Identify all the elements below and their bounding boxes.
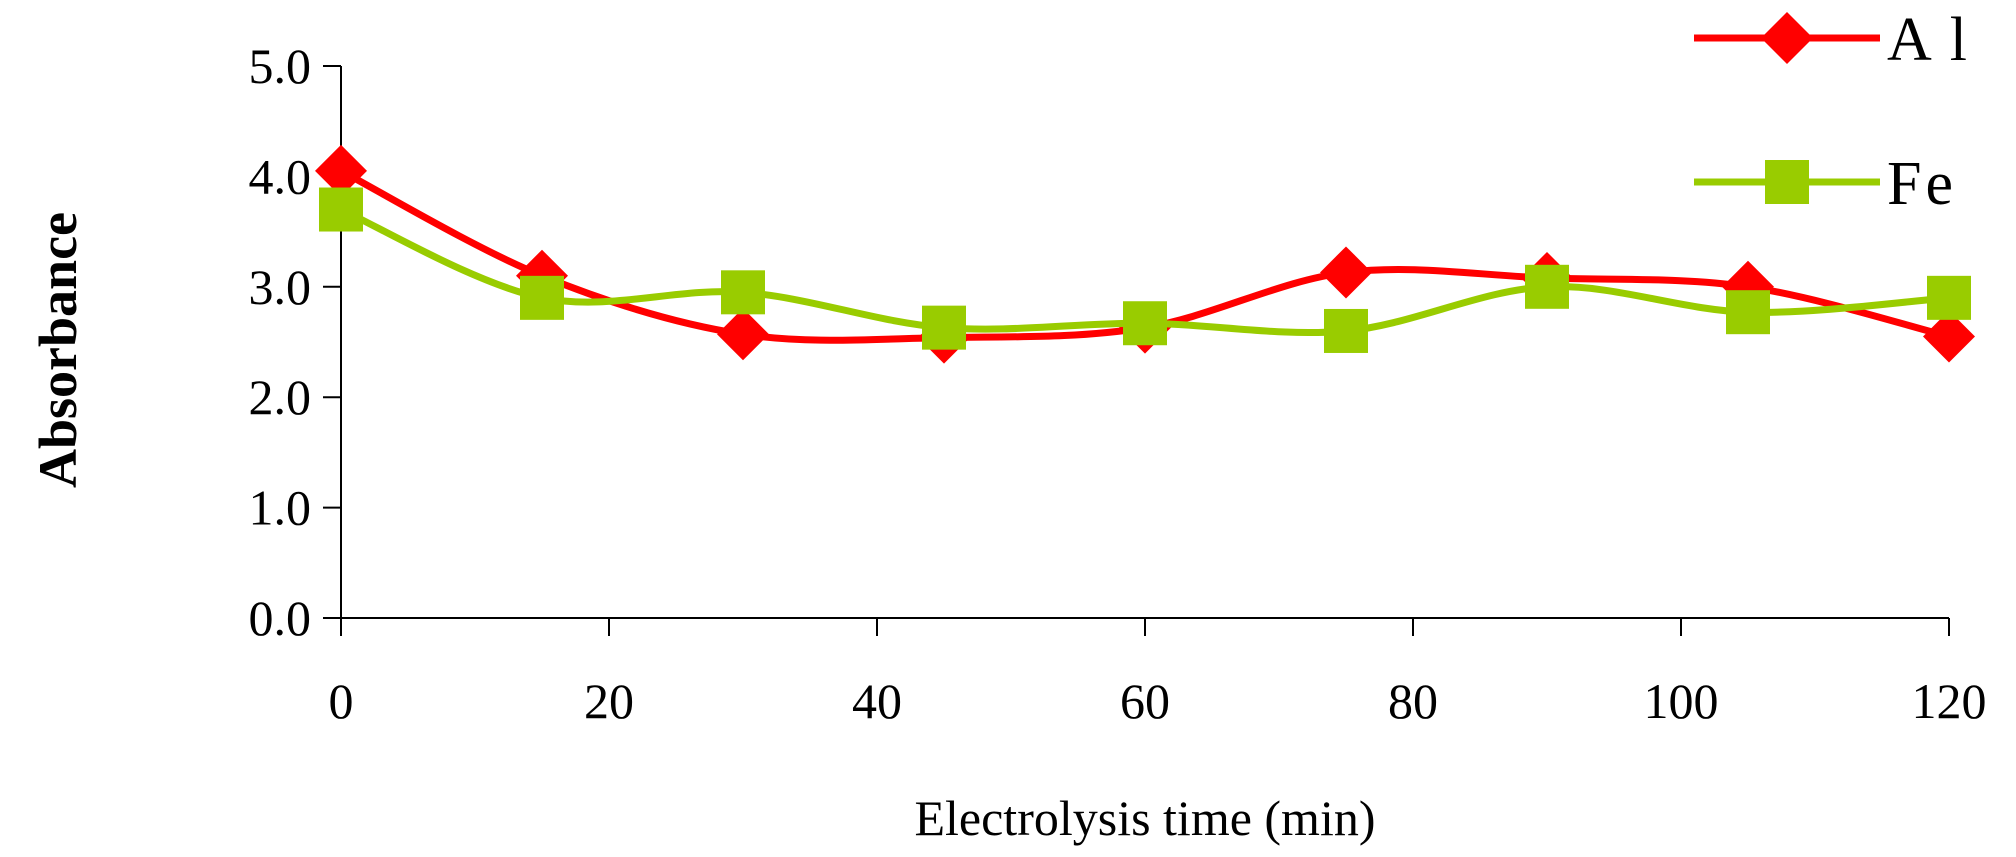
data-point-fe: [721, 270, 765, 315]
legend-label-fe: Fe: [1887, 150, 1957, 218]
y-tick-label: 2.0: [249, 369, 312, 425]
data-point-fe: [1726, 290, 1770, 335]
legend-marker-al: [1761, 12, 1813, 64]
axes: 0.0 1.0 2.0 3.0 4.0 5.0 0 20 40 60 80 100 120: [249, 38, 1987, 729]
y-tick-label: 4.0: [249, 148, 312, 204]
y-tick-label: 1.0: [249, 480, 312, 536]
data-point-fe: [1324, 308, 1368, 353]
x-tick-label: 0: [329, 673, 354, 729]
y-tick-label: 3.0: [249, 259, 312, 315]
x-ticks: 0 20 40 60 80 100 120: [329, 618, 1987, 729]
series-fe: [319, 187, 1971, 353]
x-tick-label: 120: [1912, 673, 1987, 729]
data-point-fe: [319, 187, 363, 232]
data-point-fe: [1927, 275, 1971, 320]
data-point-fe: [1123, 301, 1167, 346]
y-ticks: 0.0 1.0 2.0 3.0 4.0 5.0: [249, 38, 341, 646]
legend: Al Fe: [1694, 6, 1985, 218]
legend-label-al: Al: [1887, 6, 1985, 74]
data-point-al: [1923, 310, 1975, 363]
data-point-fe: [520, 275, 564, 320]
legend-item-fe: Fe: [1694, 150, 1957, 218]
x-tick-label: 60: [1120, 673, 1170, 729]
y-tick-label: 0.0: [249, 590, 312, 646]
data-point-fe: [922, 305, 966, 350]
data-point-al: [1320, 246, 1372, 299]
legend-item-al: Al: [1694, 6, 1985, 74]
y-tick-label: 5.0: [249, 38, 312, 94]
data-point-al: [717, 308, 769, 361]
data-point-al: [315, 144, 367, 197]
data-point-fe: [1525, 264, 1569, 309]
series-layer: [315, 144, 1975, 364]
legend-marker-fe: [1765, 160, 1809, 204]
x-tick-label: 100: [1644, 673, 1719, 729]
x-tick-label: 20: [584, 673, 634, 729]
x-axis-title: Electrolysis time (min): [914, 790, 1375, 846]
x-tick-label: 40: [852, 673, 902, 729]
y-axis-title: Absorbance: [28, 212, 88, 488]
x-tick-label: 80: [1388, 673, 1438, 729]
